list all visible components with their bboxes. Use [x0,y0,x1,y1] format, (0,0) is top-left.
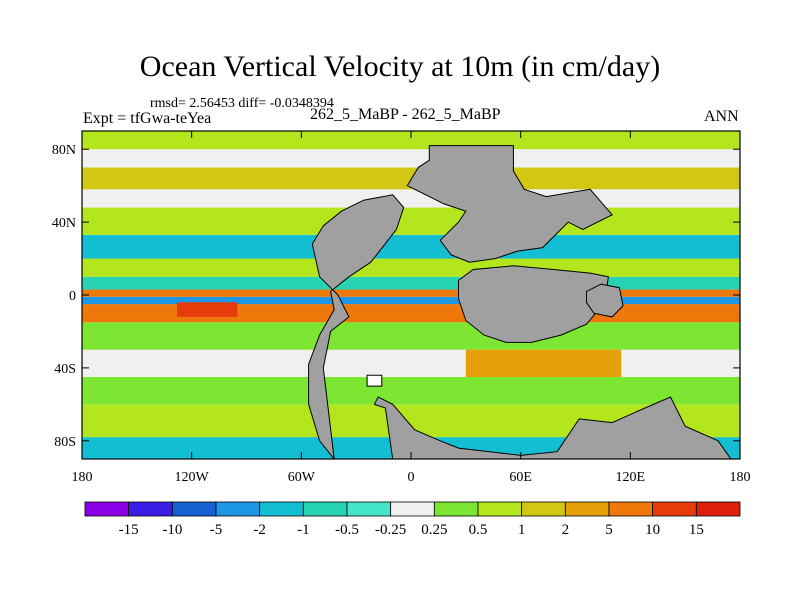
colorbar-box [521,501,566,517]
field-band-3 [82,349,740,377]
colorbar-label: -15 [119,522,139,538]
colorbar-box [84,501,130,517]
field-band-7 [82,289,740,297]
colorbar-box [128,501,173,517]
east-coast-upwelling [177,302,238,317]
northern-continent [406,145,613,263]
y-tick-label: 40N [52,216,76,231]
field-band-4 [82,322,740,350]
colorbar-box [652,501,697,517]
y-tick-label: 80S [54,435,76,450]
colorbar-box [564,501,610,517]
colorbar-box [215,501,261,517]
colorbar-box [608,501,654,517]
field-band-6 [82,296,740,305]
field-band-14 [82,149,740,168]
field-band-12 [82,189,740,208]
field-band-8 [82,276,740,290]
colorbar-label: -10 [162,522,182,538]
colorbar-box [346,501,392,517]
x-tick-label: 120W [175,470,210,485]
colorbar-label: 0.5 [469,522,488,538]
field-band-15 [82,131,740,150]
central-continent [458,265,609,343]
colorbar-label: -0.5 [335,522,359,538]
y-tick-label: 40S [54,362,76,377]
colorbar-label: 15 [689,522,704,538]
field-band-10 [82,234,740,259]
rmsd-diff-label: rmsd= 2.56453 diff= -0.0348394 [150,96,334,111]
x-tick-label: 60W [288,470,316,485]
colorbar-box [477,501,523,517]
colorbar: -15 -10 -5 -2 -1 -0.5 -0.25 0.25 0.5 1 2 5 10 15 [84,501,741,538]
colorbar-box [695,501,741,517]
season-label: ANN [704,108,739,125]
y-tick-label: 80N [52,143,76,158]
case-comparison-label: 262_5_MaBP - 262_5_MaBP [310,106,501,123]
x-tick-label: 120E [616,470,646,485]
eastern-island [586,283,624,318]
lake [366,374,383,387]
colorbar-label: 2 [562,522,570,538]
x-tick-label: 0 [408,470,415,485]
field-band-11 [82,207,740,235]
south-indian-band [465,349,622,377]
colorbar-box [259,501,304,517]
field-band-13 [82,167,740,190]
colorbar-label: 5 [605,522,613,538]
x-tick-label: 60E [509,470,532,485]
western-continent [308,194,732,459]
colorbar-label: 0.25 [421,522,447,538]
chart-title: Ocean Vertical Velocity at 10m (in cm/da… [139,50,661,83]
field-band-2 [82,377,740,405]
colorbar-box [390,501,435,517]
colorbar-label: 10 [645,522,660,538]
colorbar-box [171,501,217,517]
x-tick-label: 180 [72,470,93,485]
axis-ticks: 180 120W 60W 0 60E 120E 180 80N 40N 0 40S 80S [52,131,751,485]
colorbar-label: -2 [253,522,266,538]
colorbar-label: -5 [210,522,223,538]
y-tick-label: 0 [69,289,76,304]
field-band-9 [82,258,740,277]
colorbar-label: -0.25 [375,522,406,538]
land-mask [308,145,732,459]
colorbar-box [433,501,479,517]
experiment-label: Expt = tfGwa-teYea [83,110,212,127]
colorbar-label: 1 [518,522,526,538]
colorbar-label: -1 [297,522,310,538]
colorbar-box [302,501,348,517]
x-tick-label: 180 [730,470,751,485]
